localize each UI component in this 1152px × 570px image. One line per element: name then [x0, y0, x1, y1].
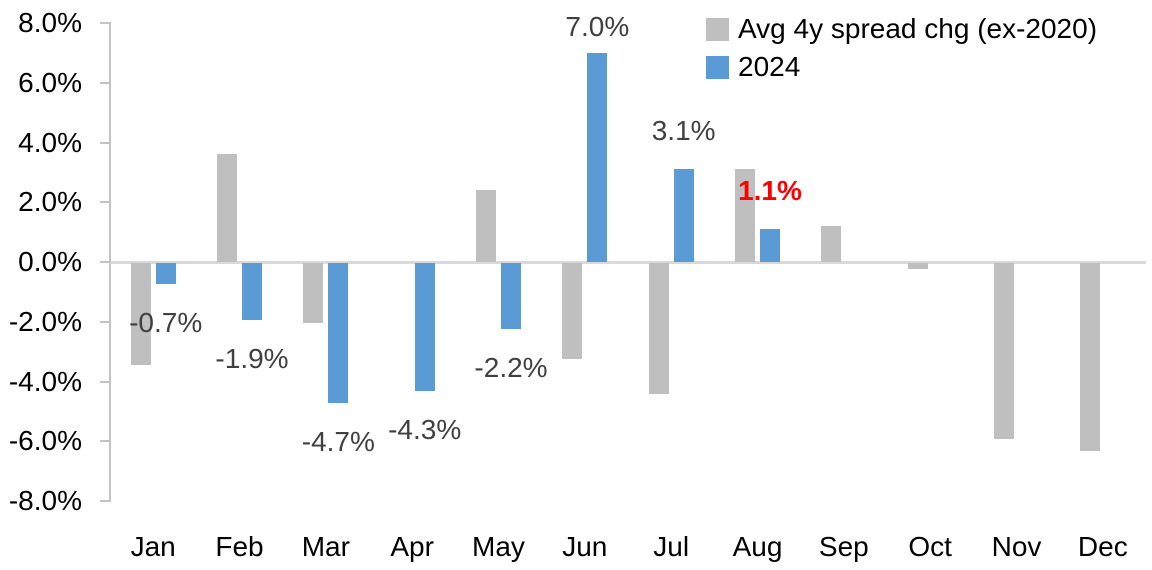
legend-swatch-gray: [706, 17, 729, 41]
y-axis-tick: [100, 380, 111, 383]
y-axis-label: 2.0%: [18, 186, 82, 218]
y-axis-tick: [100, 201, 111, 204]
bar-avg-nov: [994, 263, 1014, 440]
y-axis-tick: [100, 320, 111, 323]
bar-avg-sep: [821, 226, 842, 262]
data-label-may: -2.2%: [474, 351, 548, 383]
x-axis-label-may: May: [472, 531, 525, 562]
data-label-jan: -0.7%: [129, 306, 203, 338]
bar-avg-oct: [907, 263, 928, 269]
data-label-jun: 7.0%: [565, 11, 630, 42]
x-axis-label-dec: Dec: [1077, 531, 1128, 562]
legend: Avg 4y spread chg (ex-2020) 2024: [706, 13, 1098, 93]
bar-2024-feb: [242, 263, 262, 320]
y-axis-tick: [100, 440, 111, 443]
y-axis-tick: [100, 261, 111, 263]
y-axis-tick: [100, 141, 111, 144]
y-axis-label: 8.0%: [18, 7, 82, 38]
x-axis-label-feb: Feb: [215, 531, 264, 562]
data-label-mar: -4.7%: [301, 426, 375, 458]
x-axis-label-aug: Aug: [732, 531, 783, 562]
y-axis-tick: [100, 81, 111, 84]
bar-avg-feb: [217, 154, 237, 262]
y-axis-label: 4.0%: [18, 126, 82, 158]
data-label-apr: -4.3%: [388, 414, 462, 446]
bar-2024-aug: [760, 229, 780, 262]
y-axis-label: 6.0%: [18, 66, 82, 98]
bar-avg-jan: [130, 263, 151, 365]
legend-label-avg: Avg 4y spread chg (ex-2020): [738, 13, 1098, 44]
x-axis-label-apr: Apr: [390, 531, 434, 562]
bar-avg-jun: [562, 263, 583, 359]
y-axis-label: 0.0%: [18, 246, 82, 277]
x-axis-label-nov: Nov: [991, 531, 1042, 562]
x-axis-label-sep: Sep: [818, 531, 869, 562]
legend-swatch-blue: [706, 55, 729, 79]
y-axis-label: -2.0%: [8, 305, 82, 337]
bar-2024-may: [501, 263, 521, 329]
x-axis-label-jun: Jun: [562, 531, 608, 562]
bar-avg-may: [476, 190, 496, 262]
bar-2024-apr: [414, 263, 435, 392]
bar-avg-mar: [303, 263, 324, 323]
x-axis-label-jul: Jul: [653, 531, 690, 562]
x-axis-label-jan: Jan: [130, 531, 176, 562]
bar-2024-mar: [328, 263, 349, 404]
zero-gridline: [110, 261, 1146, 264]
bar-avg-dec: [1080, 263, 1101, 452]
y-axis-tick: [100, 500, 111, 502]
legend-label-2024: 2024: [738, 51, 801, 82]
y-axis-label: -4.0%: [8, 365, 82, 397]
y-axis-tick: [100, 22, 111, 24]
bar-2024-jul: [673, 169, 694, 262]
bar-avg-jul: [648, 263, 669, 395]
legend-item-2024: 2024: [706, 51, 1097, 82]
y-axis-label: -6.0%: [8, 425, 82, 457]
bar-2024-jun: [587, 52, 608, 262]
x-axis-label-mar: Mar: [301, 531, 350, 562]
data-label-jul: 3.1%: [651, 115, 716, 147]
y-axis-label: -8.0%: [8, 485, 82, 516]
legend-item-avg: Avg 4y spread chg (ex-2020): [706, 13, 1098, 44]
bar-2024-jan: [155, 263, 176, 284]
x-axis-label-oct: Oct: [908, 531, 952, 562]
data-label-aug: 1.1%: [738, 175, 802, 207]
bar-avg-aug: [735, 169, 755, 262]
data-label-feb: -1.9%: [215, 342, 289, 374]
